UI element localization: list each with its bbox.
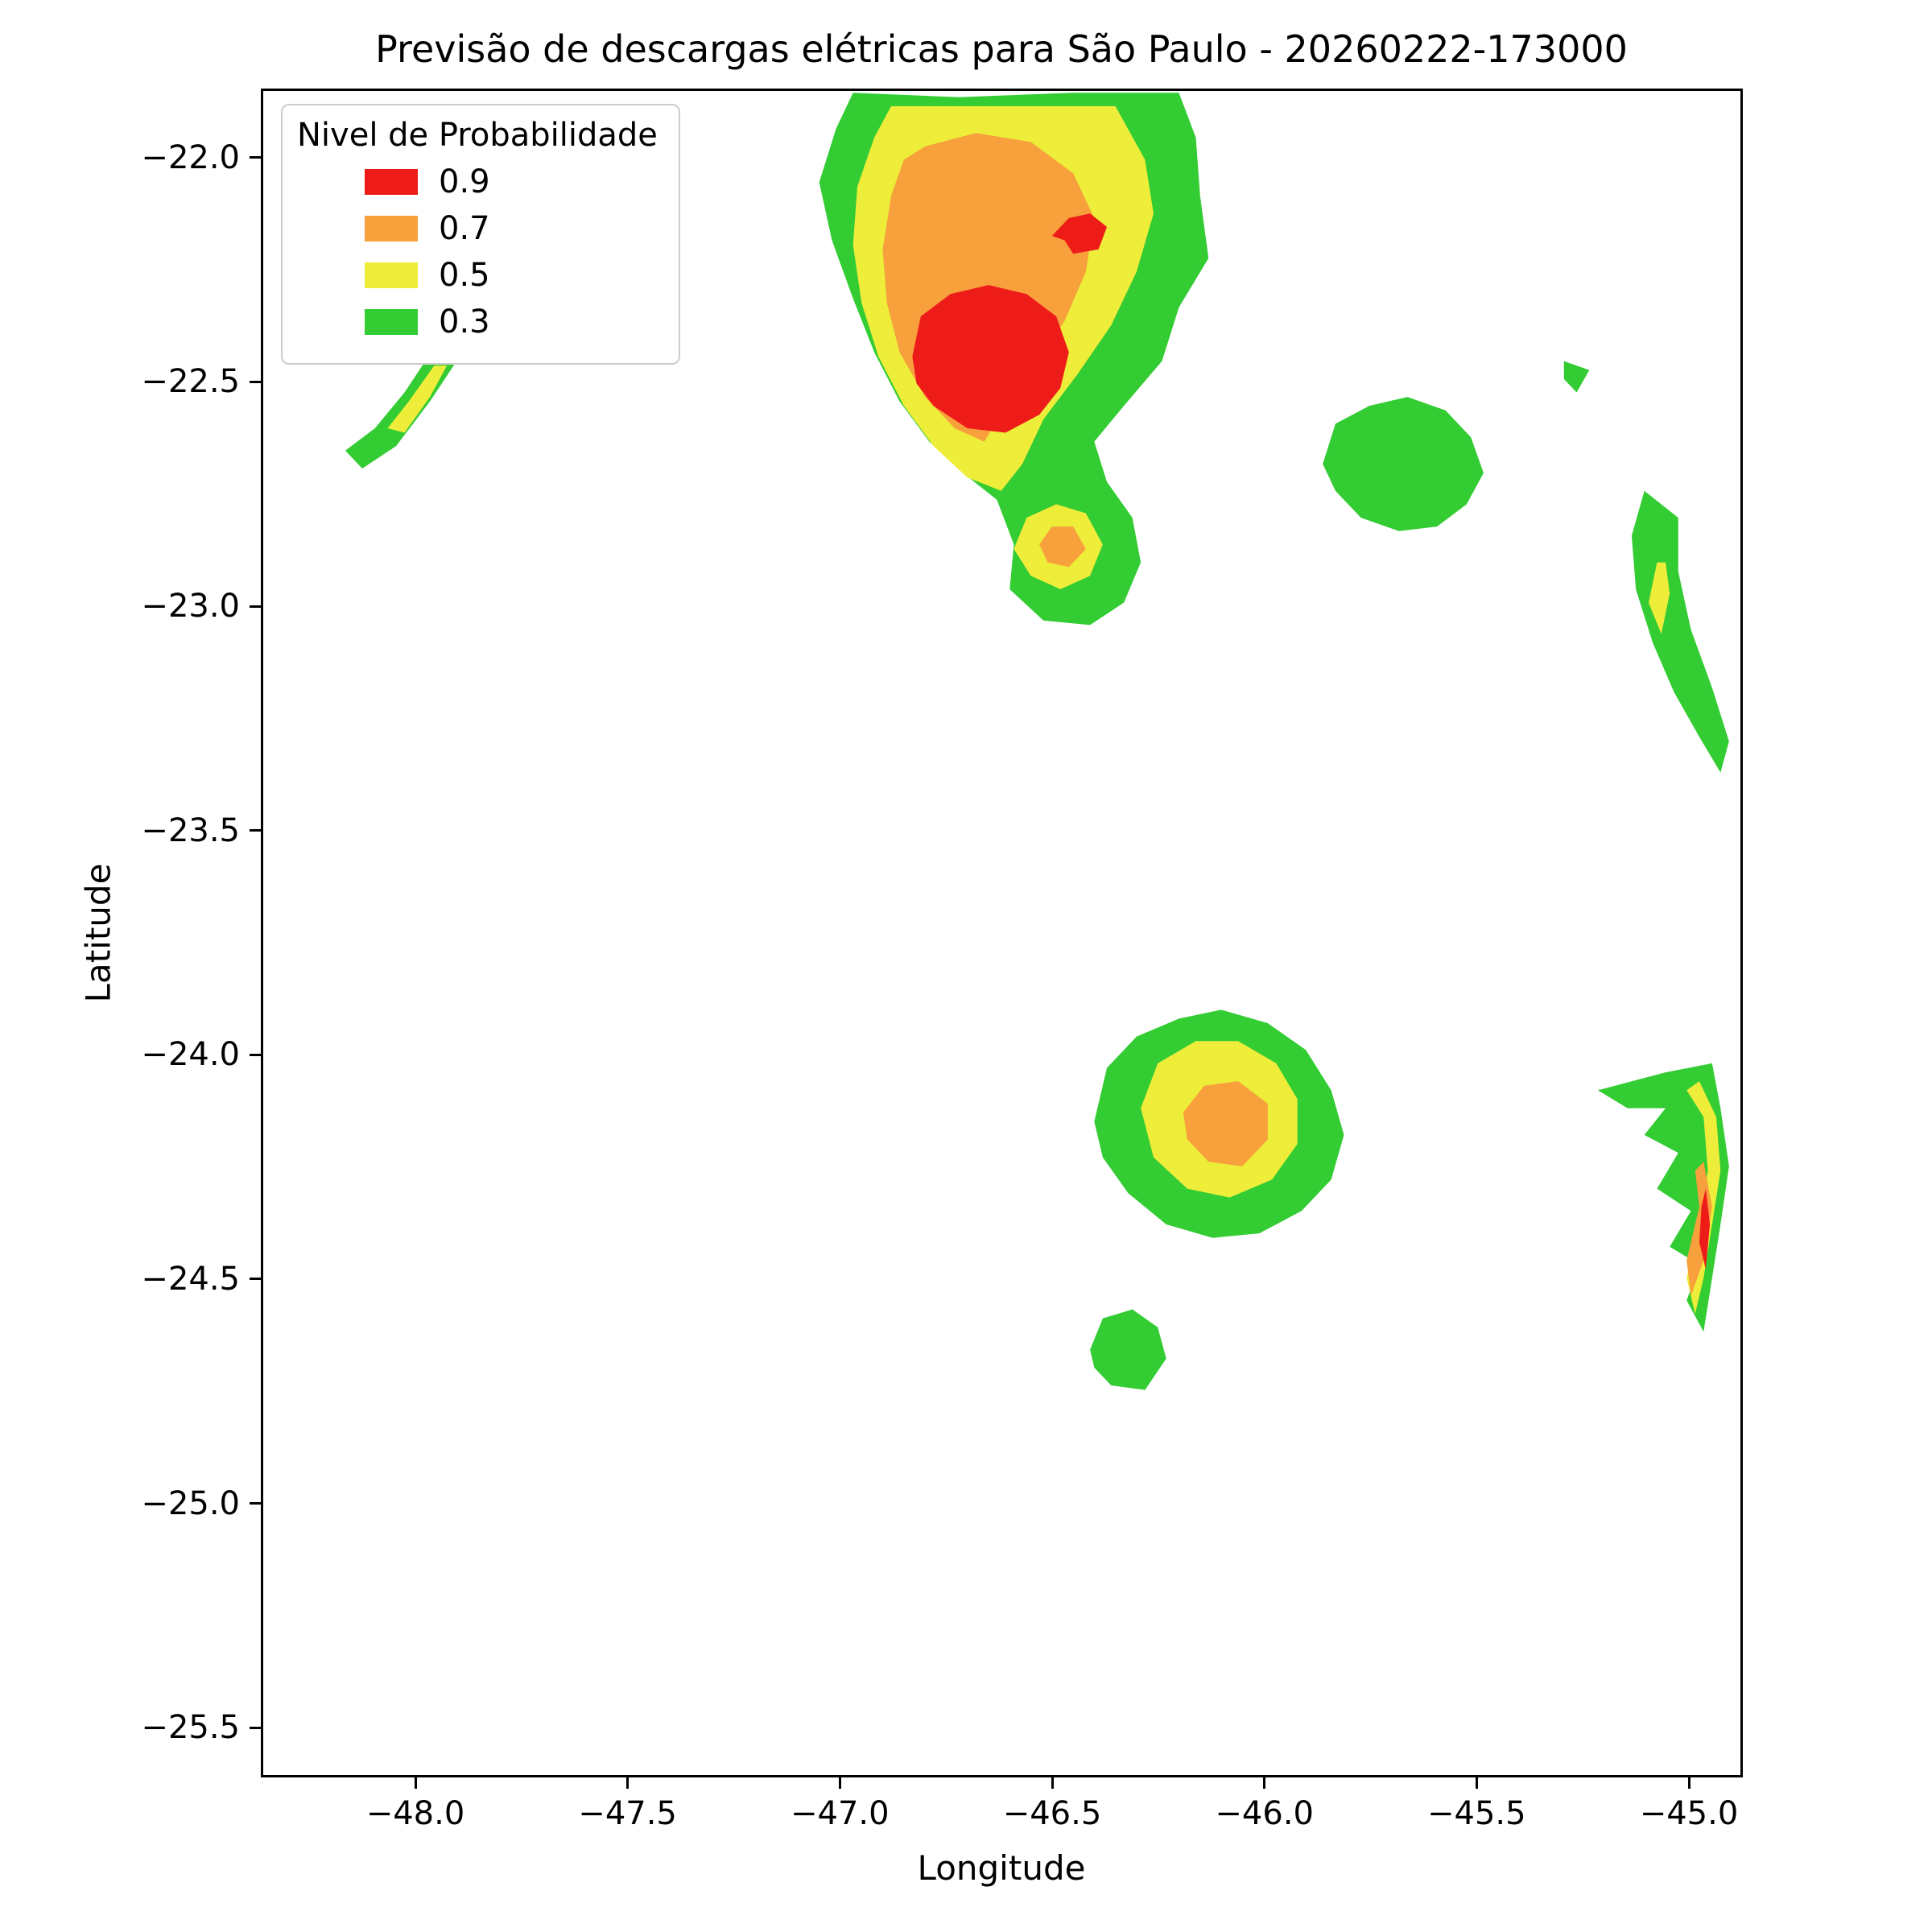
x-tick-mark	[1051, 1777, 1054, 1789]
chart-title: Previsão de descargas elétricas para São…	[375, 27, 1628, 71]
legend-swatch-0.9	[365, 169, 418, 195]
x-tick-mark	[1687, 1777, 1690, 1789]
x-tick-label: −47.0	[791, 1795, 890, 1832]
legend-entry-label: 0.9	[439, 163, 490, 200]
contour-region-south-small-green	[1090, 1309, 1166, 1390]
y-tick-label: −22.5	[141, 363, 240, 401]
x-tick-mark	[1263, 1777, 1266, 1789]
plot-area: Nivel de Probabilidade 0.9 0.7 0.5 0.3	[261, 89, 1743, 1777]
contour-region-southeast-crescent-green	[1597, 1063, 1729, 1332]
legend: Nivel de Probabilidade 0.9 0.7 0.5 0.3	[281, 104, 680, 365]
x-tick-mark	[626, 1777, 630, 1789]
y-tick-mark	[250, 1278, 261, 1281]
contour-region-southeast-streak-red	[1699, 1188, 1711, 1269]
x-tick-label: −47.5	[578, 1795, 677, 1832]
legend-entry-0.7: 0.7	[365, 210, 658, 247]
legend-swatch-0.7	[365, 216, 418, 242]
legend-entry-0.5: 0.5	[365, 257, 658, 294]
x-tick-label: −45.0	[1639, 1795, 1739, 1832]
y-tick-mark	[250, 829, 261, 832]
y-tick-label: −24.5	[141, 1260, 240, 1298]
contour-svg	[345, 93, 1729, 1390]
legend-swatch-0.3	[365, 309, 418, 335]
legend-rows: 0.9 0.7 0.5 0.3	[297, 163, 658, 341]
y-tick-label: −25.0	[141, 1484, 240, 1522]
contour-region-south-cell-orange	[1183, 1081, 1268, 1166]
legend-entry-label: 0.3	[439, 303, 490, 341]
contour-region-east-cell-green	[1323, 397, 1484, 531]
contour-region-east-edge-sliver-green	[1631, 490, 1729, 773]
y-tick-mark	[250, 380, 261, 383]
y-tick-label: −23.0	[141, 588, 240, 625]
y-tick-mark	[250, 605, 261, 608]
contour-region-main-core-red	[912, 285, 1069, 433]
x-tick-label: −45.5	[1427, 1795, 1526, 1832]
legend-entry-0.9: 0.9	[365, 163, 658, 200]
x-tick-mark	[1475, 1777, 1478, 1789]
x-tick-label: −46.5	[1002, 1795, 1102, 1832]
y-tick-label: −24.0	[141, 1036, 240, 1074]
y-tick-mark	[250, 156, 261, 159]
y-tick-mark	[250, 1502, 261, 1505]
y-tick-mark	[250, 1726, 261, 1729]
legend-swatch-0.5	[365, 262, 418, 288]
x-tick-mark	[838, 1777, 841, 1789]
x-tick-label: −46.0	[1215, 1795, 1314, 1832]
legend-entry-label: 0.5	[439, 257, 490, 294]
x-axis-label: Longitude	[917, 1848, 1086, 1888]
contour-region-east-sliver-yellow	[1648, 562, 1670, 634]
contour-region-northwest-streak-yellow	[387, 365, 448, 433]
y-axis-label: Latitude	[78, 863, 118, 1003]
x-tick-label: −48.0	[365, 1795, 465, 1832]
y-tick-label: −22.0	[141, 138, 240, 176]
x-tick-mark	[414, 1777, 417, 1789]
legend-entry-0.3: 0.3	[365, 303, 658, 341]
contour-region-main-lobe-orange	[1039, 526, 1086, 568]
y-tick-mark	[250, 1053, 261, 1056]
y-tick-label: −23.5	[141, 811, 240, 849]
contour-region-small-spot-red	[1051, 213, 1108, 254]
legend-title: Nivel de Probabilidade	[297, 117, 658, 154]
y-tick-label: −25.5	[141, 1709, 240, 1747]
legend-entry-label: 0.7	[439, 210, 490, 247]
contour-region-east-speck-green	[1563, 361, 1590, 393]
